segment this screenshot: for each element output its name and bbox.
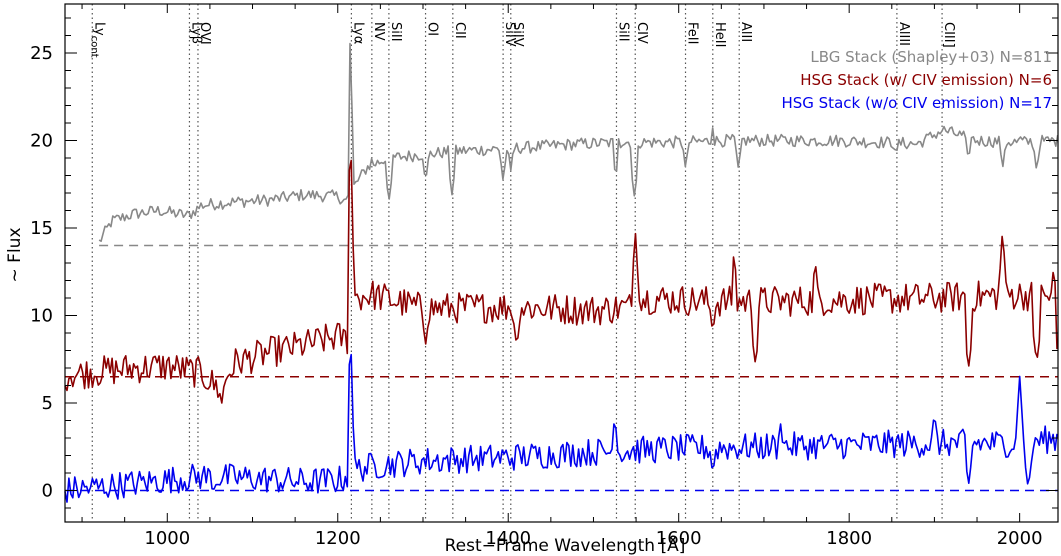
line-marker-label-12: FeII bbox=[685, 22, 700, 44]
line-marker-label-9: SiIV bbox=[510, 22, 525, 47]
legend-entry-lbg: LBG Stack (Shapley+03) N=811 bbox=[810, 48, 1052, 66]
line-marker-label-1: Lyβ bbox=[188, 22, 203, 44]
line-marker-label-2: OVI bbox=[197, 22, 212, 45]
line-marker-label-14: AlII bbox=[738, 22, 753, 42]
y-axis-label: ~ Flux bbox=[5, 228, 25, 283]
x-tick-label-1800: 1800 bbox=[826, 528, 872, 549]
y-tick-label-25: 25 bbox=[30, 43, 53, 64]
line-marker-label-13: HeII bbox=[712, 22, 727, 47]
y-tick-label-5: 5 bbox=[42, 393, 53, 414]
line-marker-label-7: CII bbox=[452, 22, 467, 39]
line-marker-label-11: CIV bbox=[634, 22, 649, 44]
baselines bbox=[65, 244, 1058, 492]
y-tick-label-10: 10 bbox=[30, 306, 53, 327]
legend-entry-hsg-civ: HSG Stack (w/ CIV emission) N=6 bbox=[800, 71, 1052, 89]
line-marker-label-15: AlIII bbox=[896, 22, 911, 46]
line-marker-label-5: SiII bbox=[388, 22, 403, 42]
y-tick-label-0: 0 bbox=[42, 481, 53, 502]
legend: LBG Stack (Shapley+03) N=811 HSG Stack (… bbox=[781, 48, 1052, 112]
line-marker-label-4: NV bbox=[371, 22, 386, 41]
x-axis-label: Rest−Frame Wavelength [Å] bbox=[445, 534, 686, 556]
line-marker-label-3: Lyα bbox=[350, 22, 365, 44]
x-tick-label-1600: 1600 bbox=[656, 528, 702, 549]
series-line-2 bbox=[64, 353, 1058, 503]
line-marker-label-10: SiII bbox=[615, 22, 630, 42]
x-tick-label-1200: 1200 bbox=[315, 528, 361, 549]
line-marker-label-8: SiIV bbox=[502, 22, 517, 47]
x-tick-label-2000: 2000 bbox=[997, 528, 1043, 549]
series-line-1 bbox=[64, 159, 1058, 404]
x-tick-label-1400: 1400 bbox=[485, 528, 531, 549]
line-marker-label-0: Lycont bbox=[88, 22, 106, 58]
series-line-0 bbox=[98, 42, 1059, 242]
line-marker-label-6: OI bbox=[425, 22, 440, 36]
y-tick-label-20: 20 bbox=[30, 131, 53, 152]
x-tick-label-1000: 1000 bbox=[144, 528, 190, 549]
legend-entry-hsg-nociv: HSG Stack (w/o CIV emission) N=17 bbox=[781, 94, 1052, 112]
line-marker-label-16: CIII] bbox=[941, 22, 956, 48]
y-tick-label-15: 15 bbox=[30, 218, 53, 239]
series-lines bbox=[64, 42, 1059, 503]
axes: 1000 1200 1400 1600 1800 2000 0 5 10 15 20 25 bbox=[30, 3, 1059, 549]
